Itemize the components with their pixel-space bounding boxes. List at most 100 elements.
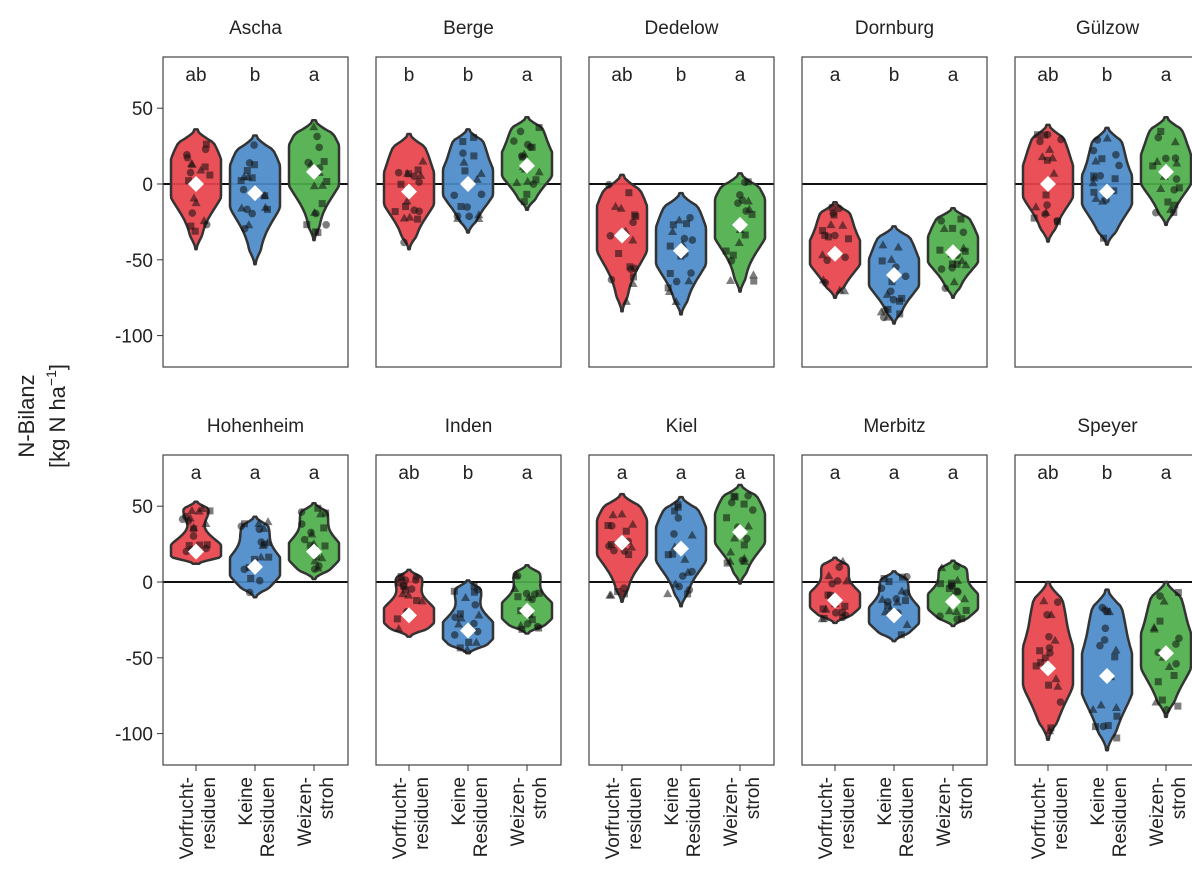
significance-letter: a <box>1161 463 1172 484</box>
y-tick-label: -50 <box>126 649 153 670</box>
significance-letter: a <box>735 65 746 86</box>
significance-letter: ab <box>611 65 632 86</box>
data-point <box>415 178 423 186</box>
data-point <box>663 589 673 598</box>
mean-marker <box>519 602 535 619</box>
data-point <box>821 231 829 239</box>
data-point <box>533 622 542 631</box>
data-point <box>456 610 464 618</box>
y-axis-label-line2: [kg N ha <box>45 385 70 468</box>
data-point <box>524 592 534 601</box>
data-point <box>684 276 694 285</box>
x-tick-label: Weizen-stroh <box>295 777 338 846</box>
data-point <box>840 286 850 295</box>
mean-marker <box>732 216 748 233</box>
data-point <box>628 235 638 244</box>
data-point <box>1045 632 1053 641</box>
data-point <box>528 616 536 624</box>
data-point <box>838 608 846 616</box>
data-point <box>664 284 672 292</box>
mean-marker <box>1040 176 1056 192</box>
data-point <box>1162 154 1170 163</box>
data-point <box>470 582 478 590</box>
data-point <box>309 122 319 131</box>
data-point <box>1156 592 1164 600</box>
data-point <box>878 240 888 249</box>
data-point <box>888 278 896 286</box>
data-point <box>610 546 618 555</box>
data-point <box>685 586 694 594</box>
data-point <box>477 190 486 199</box>
data-point <box>237 177 245 185</box>
data-point <box>526 143 535 151</box>
y-axis-label-superscript: −1 <box>43 370 59 386</box>
significance-letter: a <box>948 463 959 484</box>
data-point <box>183 151 191 159</box>
data-point <box>880 574 888 582</box>
data-point <box>178 515 187 523</box>
mean-marker <box>614 534 630 551</box>
data-point <box>960 594 970 603</box>
data-point <box>394 579 402 587</box>
data-point <box>680 554 690 563</box>
data-point <box>684 590 692 598</box>
data-point <box>885 578 893 586</box>
data-point <box>669 550 677 558</box>
data-point <box>191 227 199 235</box>
data-point <box>1158 696 1166 704</box>
data-point <box>394 168 403 177</box>
data-point <box>605 180 613 189</box>
mean-marker <box>247 185 263 202</box>
data-point <box>530 590 539 599</box>
mean-marker <box>1099 183 1115 200</box>
data-point <box>1045 144 1055 153</box>
data-point <box>1174 702 1182 710</box>
x-tick-label-line2: residuen <box>838 777 859 850</box>
data-point <box>321 542 329 550</box>
x-tick-label-line1: Weizen- <box>934 777 955 846</box>
data-point <box>303 221 311 229</box>
data-point <box>669 221 677 229</box>
data-point <box>1046 610 1056 619</box>
data-point <box>1149 162 1157 170</box>
data-point <box>1041 654 1049 662</box>
data-point <box>1171 201 1179 209</box>
data-point <box>1042 191 1050 199</box>
data-point <box>608 510 618 519</box>
significance-letter: a <box>191 463 202 484</box>
x-tick-label: Vorfrucht-residuen <box>390 777 433 859</box>
significance-letter: a <box>309 463 320 484</box>
x-tick-label-line2: stroh <box>1169 777 1190 819</box>
data-point <box>674 215 684 224</box>
data-point <box>743 534 751 543</box>
data-point <box>674 501 682 509</box>
mean-marker <box>827 245 843 262</box>
data-point <box>322 221 330 229</box>
data-point <box>514 593 522 601</box>
x-tick-label-line2: residuen <box>625 777 646 850</box>
data-point <box>734 237 744 246</box>
data-point <box>511 570 521 579</box>
mean-marker <box>1040 660 1056 677</box>
mean-marker <box>1158 163 1174 180</box>
data-point <box>1088 704 1098 713</box>
mean-marker <box>614 227 630 244</box>
data-point <box>887 254 897 263</box>
data-point <box>1154 678 1162 686</box>
data-point <box>835 204 843 213</box>
data-point <box>818 250 828 259</box>
data-point <box>250 161 258 169</box>
x-tick-label-line2: stroh <box>317 777 338 819</box>
y-axis-label-bracket: ] <box>45 364 70 370</box>
data-point <box>243 167 251 175</box>
data-point <box>1175 634 1183 643</box>
data-point <box>1043 201 1051 209</box>
data-point <box>255 576 264 585</box>
data-point <box>824 233 832 241</box>
data-point <box>1152 208 1160 217</box>
data-point <box>668 227 678 236</box>
data-point <box>1162 706 1171 714</box>
data-point <box>628 519 638 528</box>
data-point <box>1049 168 1059 177</box>
data-point <box>671 296 681 305</box>
